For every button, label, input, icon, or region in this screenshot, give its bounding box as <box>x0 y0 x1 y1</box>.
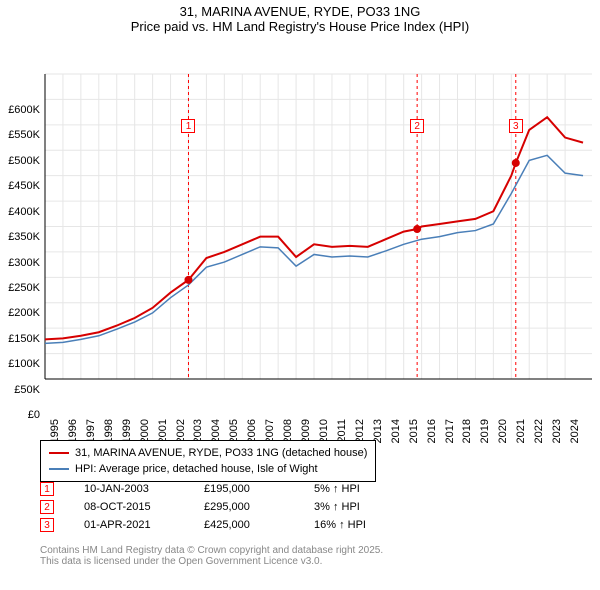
marker-pct: 3% ↑ HPI <box>314 501 424 513</box>
x-tick-label: 2014 <box>390 419 402 443</box>
y-tick-label: £150K <box>8 333 40 345</box>
marker-date: 01-APR-2021 <box>84 519 174 531</box>
marker-row: 3 01-APR-2021 £425,000 16% ↑ HPI <box>40 516 424 534</box>
chart-marker-1: 1 <box>181 119 195 133</box>
legend-row: HPI: Average price, detached house, Isle… <box>49 461 367 477</box>
y-tick-label: £550K <box>8 129 40 141</box>
legend-label: HPI: Average price, detached house, Isle… <box>75 463 318 475</box>
x-tick-label: 2023 <box>551 419 563 443</box>
marker-box-3: 3 <box>40 518 54 532</box>
markers-table: 1 10-JAN-2003 £195,000 5% ↑ HPI 2 08-OCT-2015… <box>40 480 424 534</box>
y-tick-label: £0 <box>28 409 40 421</box>
marker-pct: 5% ↑ HPI <box>314 483 424 495</box>
y-tick-label: £450K <box>8 180 40 192</box>
marker-pct: 16% ↑ HPI <box>314 519 424 531</box>
attribution-line2: This data is licensed under the Open Gov… <box>40 556 383 567</box>
sale-point-3 <box>512 159 520 167</box>
marker-date: 10-JAN-2003 <box>84 483 174 495</box>
marker-price: £295,000 <box>204 501 284 513</box>
sale-point-1 <box>184 276 192 284</box>
attribution-line1: Contains HM Land Registry data © Crown c… <box>40 545 383 556</box>
x-tick-label: 2020 <box>497 419 509 443</box>
chart-area: £0 £50K £100K £150K £200K £250K £300K £350K £400… <box>0 34 600 434</box>
y-tick-label: £250K <box>8 282 40 294</box>
x-tick-label: 2016 <box>426 419 438 443</box>
x-tick-label: 2022 <box>533 419 545 443</box>
y-tick-label: £600K <box>8 104 40 116</box>
chart-title-block: 31, MARINA AVENUE, RYDE, PO33 1NG Price … <box>0 0 600 34</box>
sale-point-2 <box>413 225 421 233</box>
legend-swatch <box>49 468 69 470</box>
title-line1: 31, MARINA AVENUE, RYDE, PO33 1NG <box>0 4 600 19</box>
y-tick-label: £200K <box>8 307 40 319</box>
x-tick-label: 2018 <box>461 419 473 443</box>
chart-marker-2: 2 <box>410 119 424 133</box>
legend-label: 31, MARINA AVENUE, RYDE, PO33 1NG (detac… <box>75 447 367 459</box>
x-tick-label: 2024 <box>569 419 581 443</box>
legend: 31, MARINA AVENUE, RYDE, PO33 1NG (detac… <box>40 440 376 482</box>
marker-row: 2 08-OCT-2015 £295,000 3% ↑ HPI <box>40 498 424 516</box>
y-tick-label: £500K <box>8 155 40 167</box>
legend-row: 31, MARINA AVENUE, RYDE, PO33 1NG (detac… <box>49 445 367 461</box>
x-tick-label: 2019 <box>479 419 491 443</box>
y-tick-label: £300K <box>8 257 40 269</box>
y-tick-label: £350K <box>8 231 40 243</box>
marker-box-2: 2 <box>40 500 54 514</box>
chart-svg <box>0 34 600 434</box>
x-tick-label: 2017 <box>444 419 456 443</box>
legend-swatch <box>49 452 69 454</box>
attribution: Contains HM Land Registry data © Crown c… <box>40 545 383 567</box>
y-tick-label: £400K <box>8 206 40 218</box>
marker-price: £195,000 <box>204 483 284 495</box>
title-line2: Price paid vs. HM Land Registry's House … <box>0 19 600 34</box>
chart-marker-3: 3 <box>509 119 523 133</box>
marker-date: 08-OCT-2015 <box>84 501 174 513</box>
y-tick-label: £50K <box>14 384 40 396</box>
x-tick-label: 2015 <box>408 419 420 443</box>
marker-price: £425,000 <box>204 519 284 531</box>
x-tick-label: 2021 <box>515 419 527 443</box>
marker-row: 1 10-JAN-2003 £195,000 5% ↑ HPI <box>40 480 424 498</box>
y-tick-label: £100K <box>8 358 40 370</box>
marker-box-1: 1 <box>40 482 54 496</box>
